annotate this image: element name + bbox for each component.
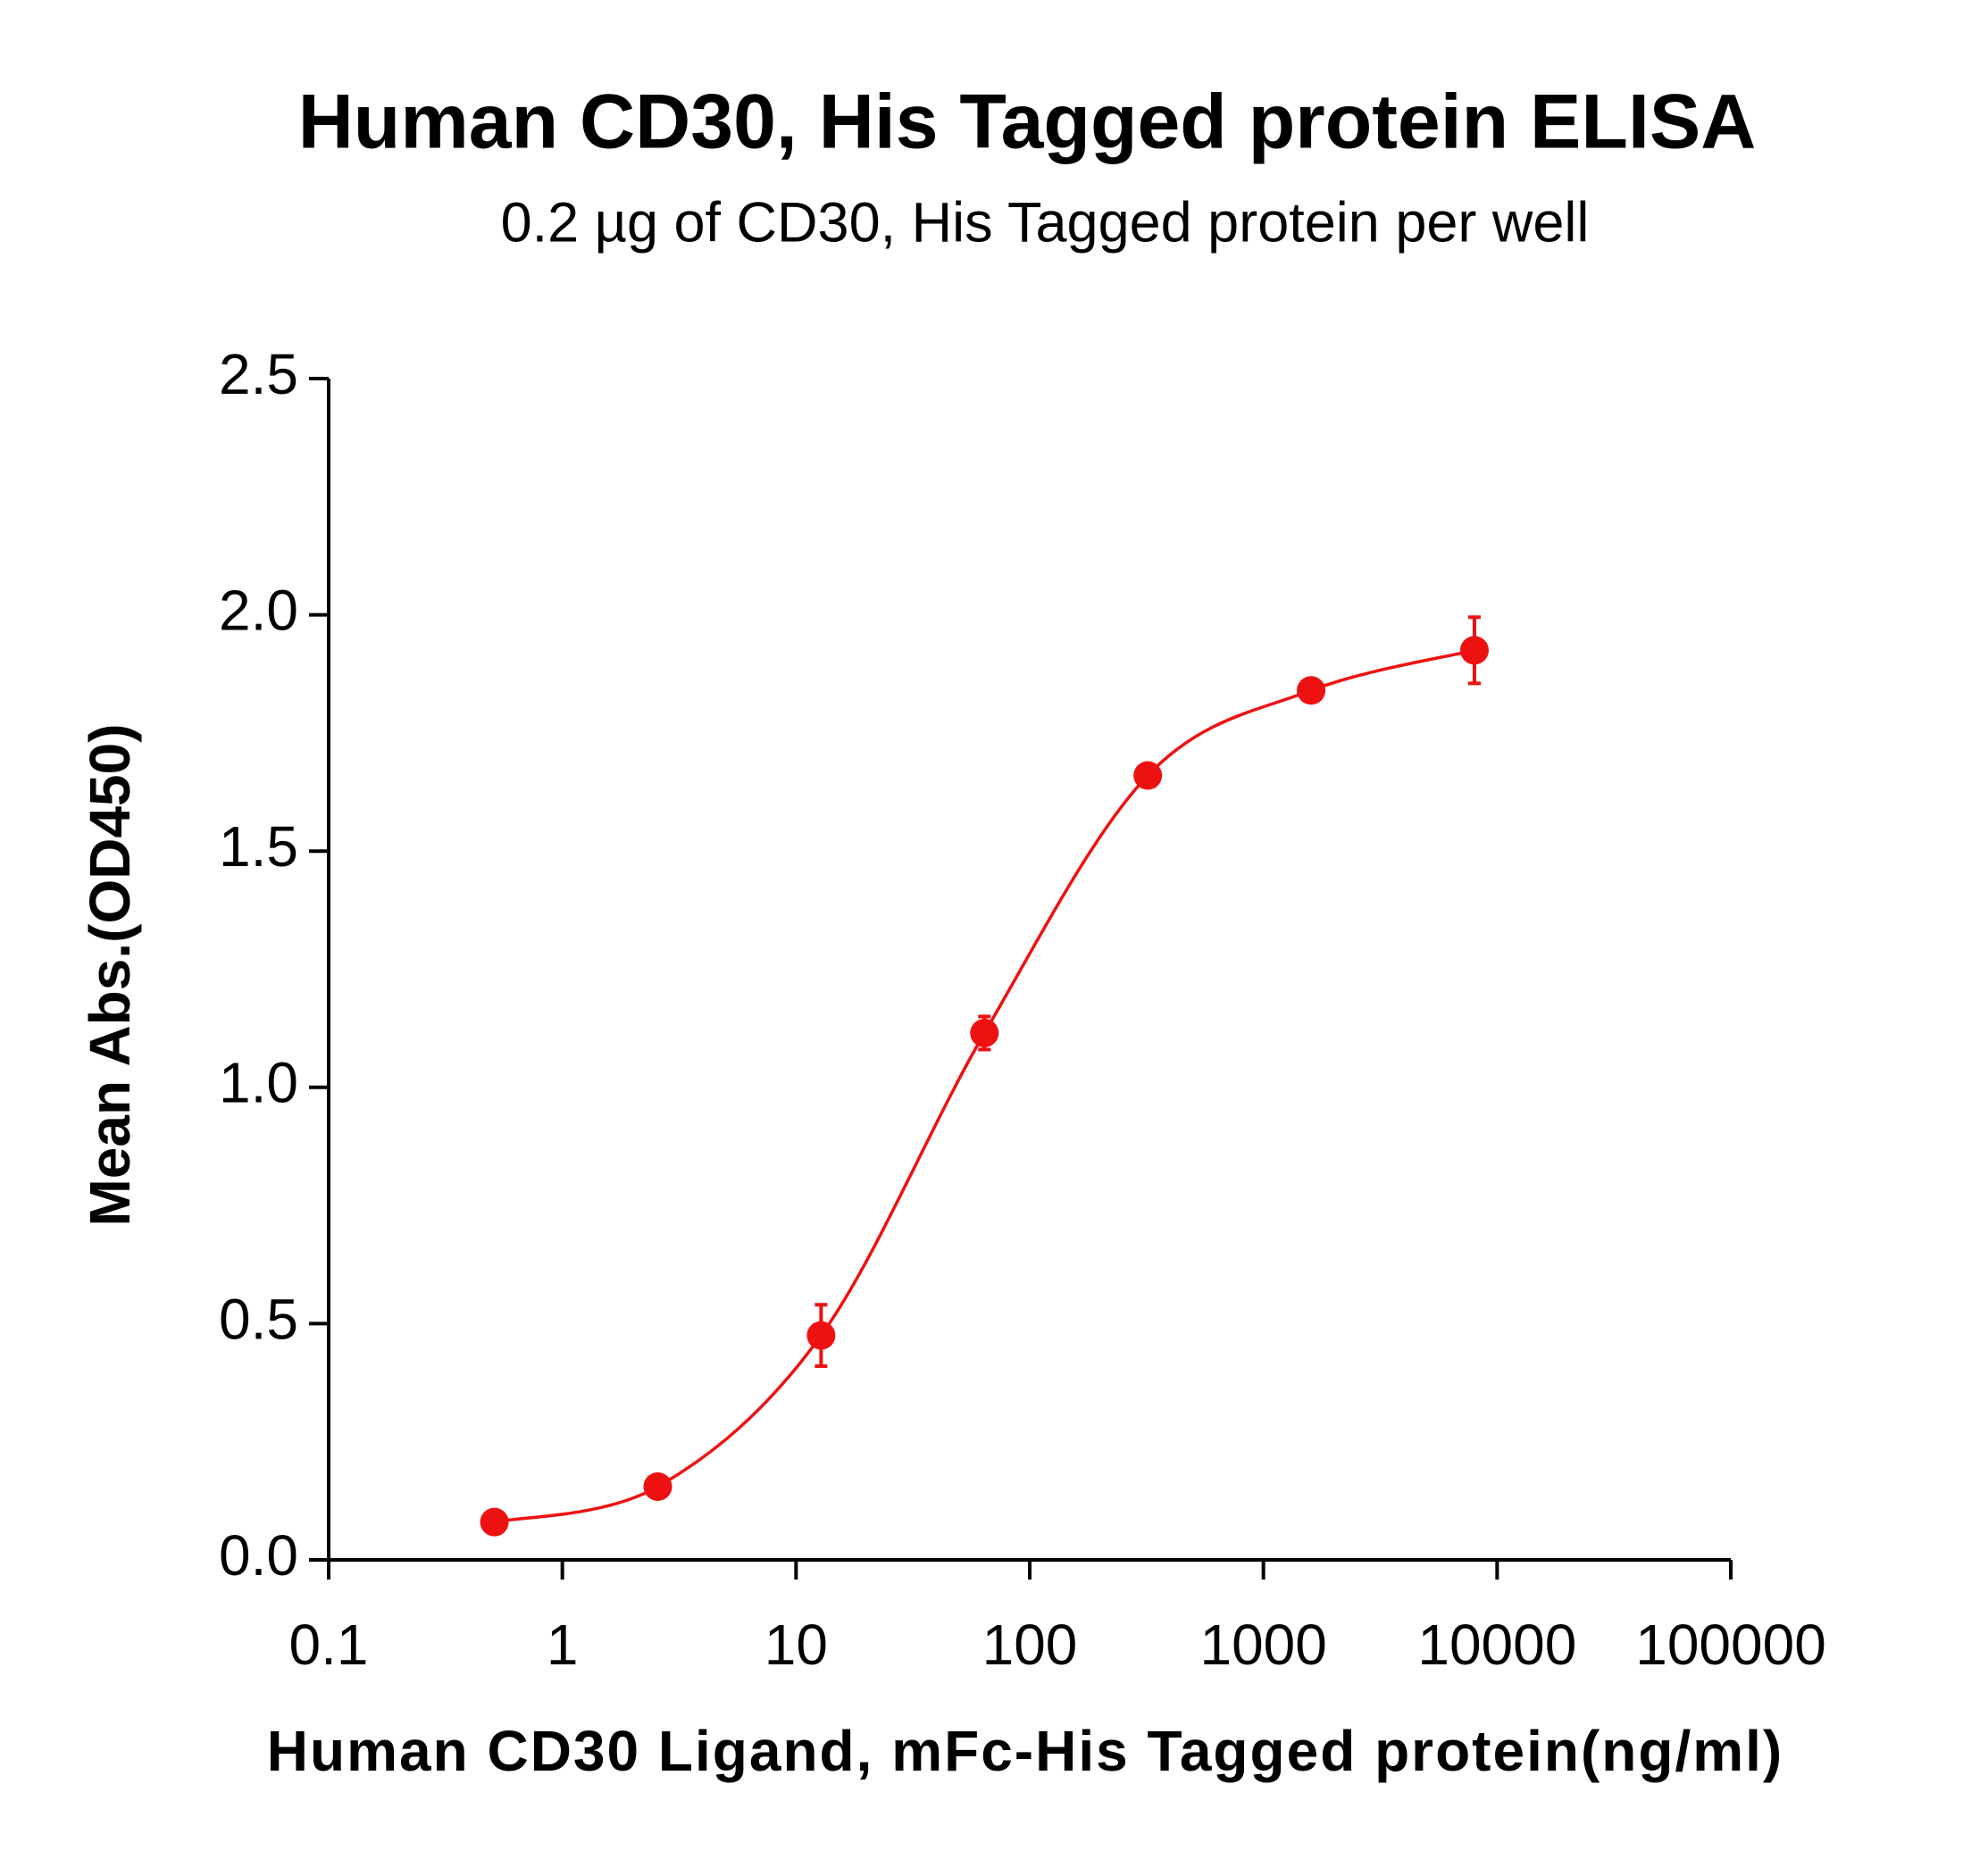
chart-subtitle: 0.2 µg of CD30, His Tagged protein per w… [501, 192, 1590, 254]
data-point [643, 1471, 672, 1501]
chart-title: Human CD30, His Tagged protein ELISA [298, 79, 1757, 165]
y-axis-label: Mean Abs.(OD450) [78, 723, 142, 1226]
y-tick-label: 1.0 [219, 1051, 298, 1115]
x-axis-label: Human CD30 Ligand, mFc-His Tagged protei… [267, 1719, 1783, 1783]
data-point [970, 1018, 999, 1047]
fit-curve [494, 648, 1475, 1524]
x-tick-label: 100 [982, 1613, 1078, 1677]
x-tick-label: 0.1 [289, 1613, 369, 1677]
y-tick-label: 2.0 [219, 579, 298, 643]
y-tick-label: 2.5 [219, 342, 298, 406]
data-point [806, 1321, 836, 1350]
y-tick-label: 0.5 [219, 1287, 298, 1351]
data-point [480, 1507, 509, 1537]
x-tick-label: 10000 [1417, 1613, 1576, 1677]
data-point [1297, 676, 1326, 705]
x-tick-label: 100000 [1635, 1613, 1826, 1677]
data-point [1459, 636, 1489, 665]
data-point [1133, 761, 1163, 790]
x-tick-label: 10 [764, 1613, 828, 1677]
x-tick-label: 1000 [1199, 1613, 1326, 1677]
x-tick-label: 1 [547, 1613, 579, 1677]
y-tick-label: 0.0 [219, 1523, 298, 1588]
y-tick-label: 1.5 [219, 814, 298, 879]
